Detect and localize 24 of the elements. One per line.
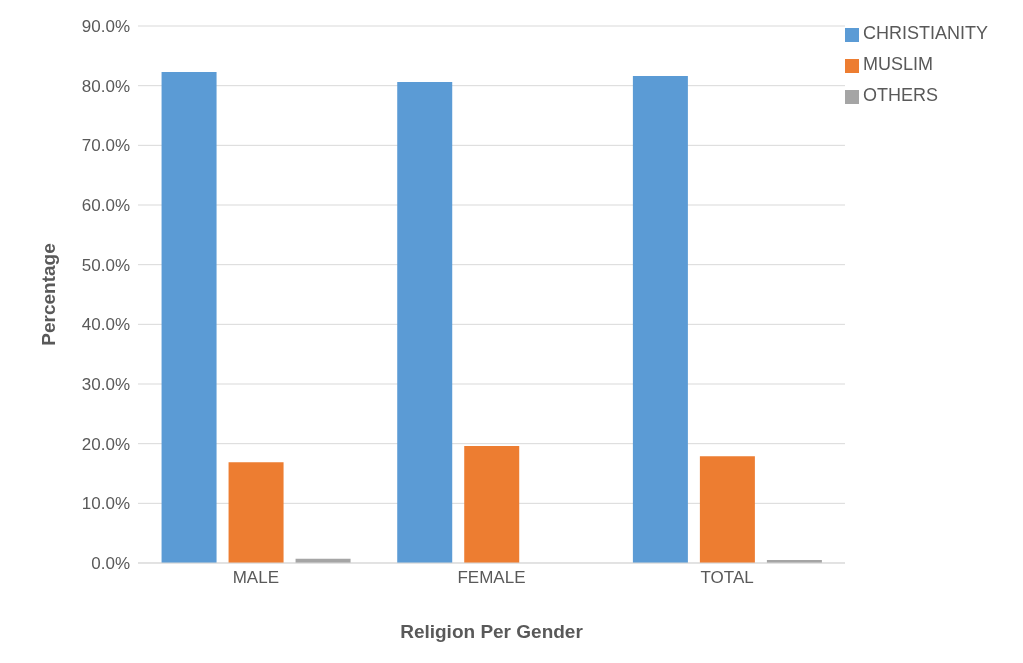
x-tick-label: FEMALE [457, 568, 526, 588]
bar [397, 82, 453, 563]
y-tick-label: 60.0% [81, 196, 130, 216]
y-tick-label: 70.0% [81, 136, 130, 156]
x-tick-label: MALE [232, 568, 279, 588]
bar [464, 446, 520, 563]
y-tick-label: 0.0% [91, 554, 130, 574]
y-tick-label: 20.0% [81, 434, 130, 454]
bar [228, 462, 284, 563]
x-axis-title: Religion Per Gender [400, 621, 584, 642]
legend-label: CHRISTIANITY [862, 23, 988, 43]
y-axis-title: Percentage [37, 243, 59, 346]
y-tick-label: 50.0% [81, 255, 130, 275]
bar [161, 71, 217, 563]
bar [699, 456, 755, 563]
x-tick-label: TOTAL [700, 568, 754, 588]
y-tick-label: 30.0% [81, 375, 130, 395]
legend-label: OTHERS [862, 85, 938, 105]
y-tick-label: 80.0% [81, 76, 130, 96]
y-tick-label: 90.0% [81, 17, 130, 37]
bar [632, 76, 688, 563]
legend-label: MUSLIM [862, 54, 933, 74]
y-tick-label: 10.0% [81, 494, 130, 514]
y-tick-label: 40.0% [81, 315, 130, 335]
